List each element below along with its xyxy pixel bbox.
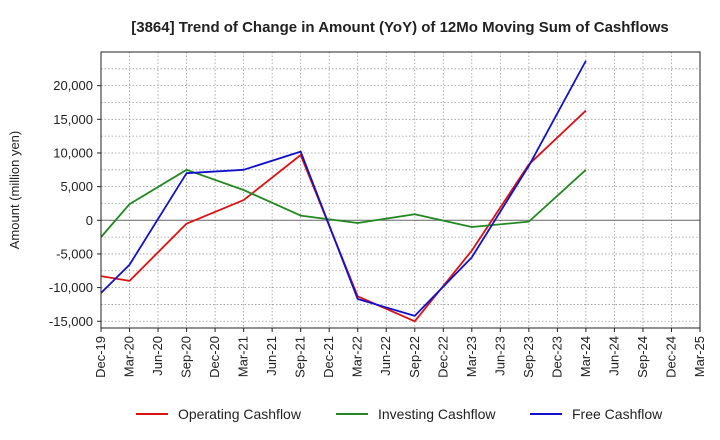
legend-label-investing-cashflow: Investing Cashflow	[378, 406, 496, 422]
x-tick-label: Jun-20	[150, 336, 165, 376]
x-tick-label: Sep-20	[179, 336, 194, 378]
x-tick-label: Jun-21	[264, 336, 279, 376]
y-tick-label: -10,000	[49, 280, 93, 295]
series-layer	[100, 60, 587, 323]
x-tick-label: Dec-21	[321, 336, 336, 378]
chart-title: [3864] Trend of Change in Amount (YoY) o…	[131, 19, 669, 36]
x-tick-label: Mar-25	[692, 336, 707, 377]
plot-area	[101, 52, 700, 328]
x-tick-label: Dec-19	[93, 336, 108, 378]
y-tick-label: 15,000	[53, 112, 93, 127]
legend-label-operating-cashflow: Operating Cashflow	[178, 406, 302, 422]
grid	[100, 51, 701, 328]
x-tick-label: Jun-22	[378, 336, 393, 376]
x-tick-label: Dec-22	[435, 336, 450, 378]
legend: Operating Cashflow Investing Cashflow Free…	[136, 406, 663, 422]
y-tick-label: -15,000	[49, 314, 93, 329]
plot-frame	[100, 51, 701, 329]
y-tick-label: 0	[86, 213, 93, 228]
series-line-investing-cashflow	[100, 168, 587, 238]
x-tick-label: Dec-24	[663, 336, 678, 378]
x-tick-label: Mar-20	[122, 336, 137, 377]
y-tick-label: 10,000	[53, 145, 93, 160]
x-tick-label: Mar-21	[236, 336, 251, 377]
y-tick-label: 5,000	[60, 179, 93, 194]
x-tick-label: Dec-23	[549, 336, 564, 378]
x-tick-label: Sep-21	[293, 336, 308, 378]
x-tick-label: Mar-24	[578, 336, 593, 377]
x-tick-label: Sep-23	[521, 336, 536, 378]
x-tick-label: Jun-23	[492, 336, 507, 376]
x-tick-label: Jun-24	[606, 336, 621, 376]
y-tick-label: -5,000	[56, 246, 93, 261]
legend-label-free-cashflow: Free Cashflow	[572, 406, 663, 422]
y-axis-ticks: -15,000 -10,000 -5,000 0 5,000 10,000 15,000 20…	[49, 78, 101, 329]
x-axis-ticks: Dec-19 Mar-20 Jun-20 Sep-20 Dec-20 Mar-21 Jun-…	[93, 328, 707, 378]
y-axis-label: Amount (million yen)	[7, 131, 22, 250]
x-tick-label: Dec-20	[207, 336, 222, 378]
x-tick-label: Mar-23	[464, 336, 479, 377]
x-tick-label: Mar-22	[350, 336, 365, 377]
x-tick-label: Sep-22	[407, 336, 422, 378]
x-tick-label: Sep-24	[635, 336, 650, 378]
series-line-free-cashflow	[100, 60, 587, 317]
y-tick-label: 20,000	[53, 78, 93, 93]
